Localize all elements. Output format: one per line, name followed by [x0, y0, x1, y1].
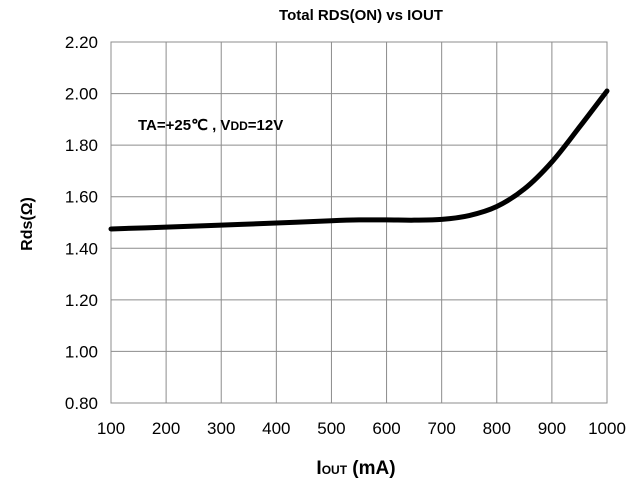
grid — [110, 41, 608, 404]
x-tick-label: 1000 — [588, 419, 626, 438]
x-tick-label: 700 — [427, 419, 455, 438]
x-tick-label: 800 — [483, 419, 511, 438]
y-tick-label: 1.00 — [65, 342, 98, 361]
x-tick-label: 200 — [152, 419, 180, 438]
y-tick-label: 1.80 — [65, 136, 98, 155]
x-tick-label: 500 — [317, 419, 345, 438]
x-tick-label: 300 — [207, 419, 235, 438]
x-tick-label: 600 — [372, 419, 400, 438]
y-tick-label: 1.40 — [65, 239, 98, 258]
x-axis-label: IOUT (mA) — [316, 458, 395, 479]
y-tick-label: 1.20 — [65, 291, 98, 310]
series-line — [108, 88, 610, 232]
plot-frame — [110, 41, 608, 404]
y-tick-label: 1.60 — [65, 188, 98, 207]
condition-annotation: TA=+25℃ , VDD=12V — [138, 117, 283, 134]
x-tick-label: 900 — [538, 419, 566, 438]
y-tick-labels: 0.80 1.00 1.20 1.40 1.60 1.80 2.00 2.20 — [65, 33, 98, 413]
y-tick-label: 2.20 — [65, 33, 98, 52]
x-tick-label: 400 — [262, 419, 290, 438]
y-tick-label: 0.80 — [65, 394, 98, 413]
y-tick-label: 2.00 — [65, 85, 98, 104]
chart-title: Total RDS(ON) vs IOUT — [279, 7, 443, 24]
y-axis-label: Rds(Ω) — [19, 197, 36, 251]
x-tick-label: 100 — [97, 419, 125, 438]
x-tick-labels: 100 200 300 400 500 600 700 800 900 1000 — [97, 419, 626, 438]
